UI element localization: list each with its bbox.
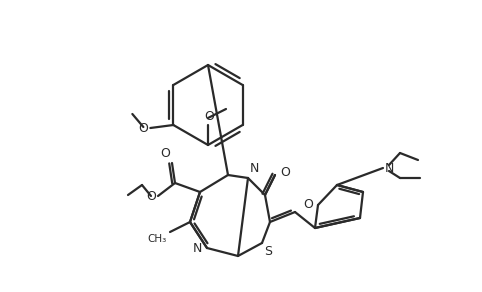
Text: N: N (250, 162, 259, 175)
Text: O: O (204, 110, 214, 123)
Text: O: O (160, 147, 170, 160)
Text: O: O (303, 199, 313, 211)
Text: N: N (193, 241, 202, 255)
Text: O: O (138, 121, 148, 135)
Text: S: S (264, 245, 272, 258)
Text: CH₃: CH₃ (148, 234, 167, 244)
Text: O: O (280, 166, 290, 180)
Text: N: N (385, 161, 394, 175)
Text: O: O (146, 190, 156, 202)
